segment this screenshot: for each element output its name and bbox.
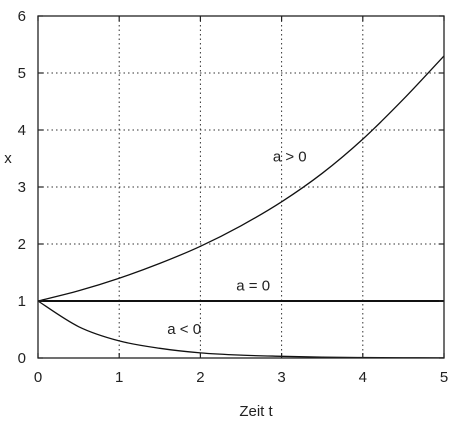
series-line-2 [37,300,445,359]
y-tick-label-4: 4 [18,122,26,139]
y-tick-label-3: 3 [18,179,26,196]
x-tick-label-4: 4 [359,369,367,386]
tick-marks [37,15,445,359]
x-tick-label-5: 5 [440,369,448,386]
y-tick-labels: 0 1 2 3 4 5 6 [18,8,26,367]
x-tick-label-2: 2 [196,369,204,386]
y-tick-label-5: 5 [18,65,26,82]
x-tick-label-3: 3 [277,369,285,386]
y-tick-label-6: 6 [18,8,26,25]
series-annotations: a > 0 a = 0 a < 0 [167,148,306,338]
series-annotation-2: a < 0 [167,321,201,338]
grid-lines [38,16,444,358]
series-annotation-0: a > 0 [273,148,307,165]
x-tick-labels: 0 1 2 3 4 5 [34,369,448,386]
y-tick-label-0: 0 [18,350,26,367]
x-axis-label: Zeit t [239,403,273,420]
series-lines [37,55,445,359]
y-axis-label: x [4,150,12,167]
series-line-0 [37,55,445,302]
series-annotation-1: a = 0 [236,278,270,295]
x-tick-label-0: 0 [34,369,42,386]
y-tick-label-2: 2 [18,236,26,253]
y-tick-label-1: 1 [18,293,26,310]
x-tick-label-1: 1 [115,369,123,386]
